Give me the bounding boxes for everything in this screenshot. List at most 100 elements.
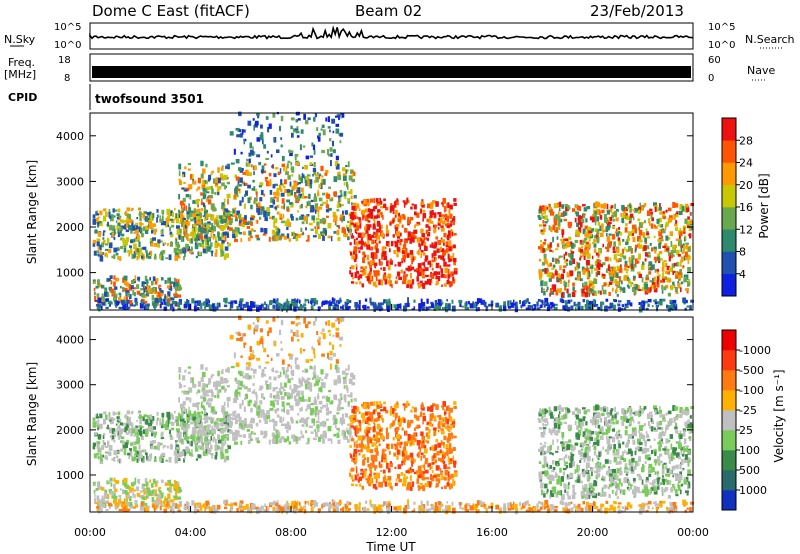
power-echo-cell [443, 206, 447, 209]
velocity-echo-cell [103, 418, 107, 425]
power-echo-cell [623, 255, 627, 260]
velocity-echo-cell [182, 401, 186, 406]
power-echo-cell [305, 166, 309, 169]
power-echo-cell [215, 249, 218, 254]
power-echo-cell [273, 196, 277, 199]
power-echo-cell [137, 208, 141, 211]
power-echo-cell [101, 284, 105, 289]
power-echo-cell [488, 303, 492, 307]
power-echo-cell [203, 194, 207, 198]
power-echo-cell [122, 225, 125, 230]
power-echo-cell [343, 182, 346, 186]
power-echo-cell [298, 193, 303, 199]
velocity-echo-cell [267, 383, 272, 390]
power-echo-cell [103, 230, 106, 233]
power-echo-cell [520, 304, 523, 309]
power-echo-cell [351, 233, 354, 238]
velocity-echo-cell [227, 401, 229, 408]
power-echo-cell [550, 226, 553, 233]
power-echo-cell [420, 303, 424, 309]
power-echo-cell [203, 192, 206, 195]
cpid-program: twofsound 3501 [95, 92, 204, 106]
power-echo-cell [345, 165, 348, 167]
velocity-echo-cell [260, 335, 264, 339]
power-echo-cell [139, 223, 144, 226]
power-echo-cell [267, 127, 270, 133]
power-echo-cell [142, 255, 145, 259]
power-echo-cell [195, 200, 199, 205]
power-echo-cell [321, 124, 325, 128]
power-echo-cell [288, 202, 293, 205]
velocity-echo-cell [250, 353, 254, 359]
velocity-echo-cell [223, 430, 226, 433]
power-echo-cell [586, 248, 589, 255]
velocity-echo-cell [296, 339, 300, 342]
velocity-echo-cell [139, 426, 144, 429]
power-echo-cell [431, 273, 435, 279]
velocity-echo-cell [177, 429, 180, 435]
power-echo-cell [560, 273, 564, 280]
power-echo-cell [191, 246, 193, 251]
power-echo-cell [634, 283, 636, 287]
power-echo-cell [449, 230, 454, 234]
velocity-echo-cell [122, 489, 125, 495]
velocity-echo-cell [159, 457, 162, 463]
velocity-echo-cell [133, 434, 137, 437]
power-echo-cell [645, 274, 649, 278]
power-echo-cell [173, 207, 176, 211]
velocity-echo-cell [178, 458, 181, 462]
power-echo-cell [390, 240, 394, 247]
power-colorbar-swatch [722, 118, 736, 141]
power-echo-cell [147, 303, 150, 307]
velocity-echo-cell [314, 429, 317, 432]
power-echo-cell [675, 291, 679, 294]
velocity-echo-cell [203, 397, 207, 401]
power-echo-cell [286, 189, 290, 193]
power-echo-cell [541, 287, 543, 293]
velocity-echo-cell [273, 424, 276, 431]
power-echo-cell [267, 304, 270, 310]
power-echo-cell [656, 218, 660, 224]
power-echo-cell [268, 123, 272, 129]
velocity-echo-cell [178, 383, 183, 389]
power-echo-cell [126, 292, 130, 297]
power-echo-cell [191, 174, 194, 180]
power-echo-cell [119, 227, 123, 232]
power-echo-cell [603, 203, 607, 209]
velocity-echo-cell [205, 367, 208, 371]
velocity-echo-cell [146, 428, 148, 433]
power-echo-cell [472, 301, 474, 304]
velocity-echo-cell [332, 414, 337, 421]
power-echo-cell [165, 217, 168, 223]
power-echo-cell [159, 303, 162, 309]
velocity-echo-cell [421, 464, 425, 468]
power-echo-cell [363, 204, 367, 207]
velocity-echo-cell [256, 317, 260, 320]
power-echo-cell [299, 205, 301, 209]
power-echo-cell [375, 242, 379, 247]
power-echo-cell [645, 307, 649, 311]
power-echo-cell [297, 234, 301, 238]
power-echo-cell [206, 237, 208, 242]
power-echo-cell [97, 279, 100, 285]
power-echo-cell [424, 255, 429, 261]
power-echo-cell [280, 179, 283, 185]
power-echo-cell [190, 238, 193, 244]
power-echo-cell [337, 174, 342, 181]
power-echo-cell [238, 111, 242, 117]
power-echo-cell [200, 160, 204, 167]
power-echo-cell [437, 220, 441, 225]
velocity-echo-cell [217, 439, 222, 444]
velocity-echo-cell [196, 418, 200, 423]
power-echo-cell [253, 186, 256, 191]
velocity-echo-cell [181, 390, 185, 393]
power-colorbar-tick-label: 8 [739, 246, 746, 259]
velocity-echo-cell [292, 332, 296, 337]
power-echo-cell [196, 220, 198, 225]
power-echo-cell [146, 225, 148, 230]
velocity-echo-cell [234, 377, 238, 382]
power-echo-cell [355, 241, 359, 246]
velocity-echo-cell [118, 424, 121, 427]
power-echo-cell [420, 242, 424, 246]
power-echo-cell [281, 198, 285, 204]
